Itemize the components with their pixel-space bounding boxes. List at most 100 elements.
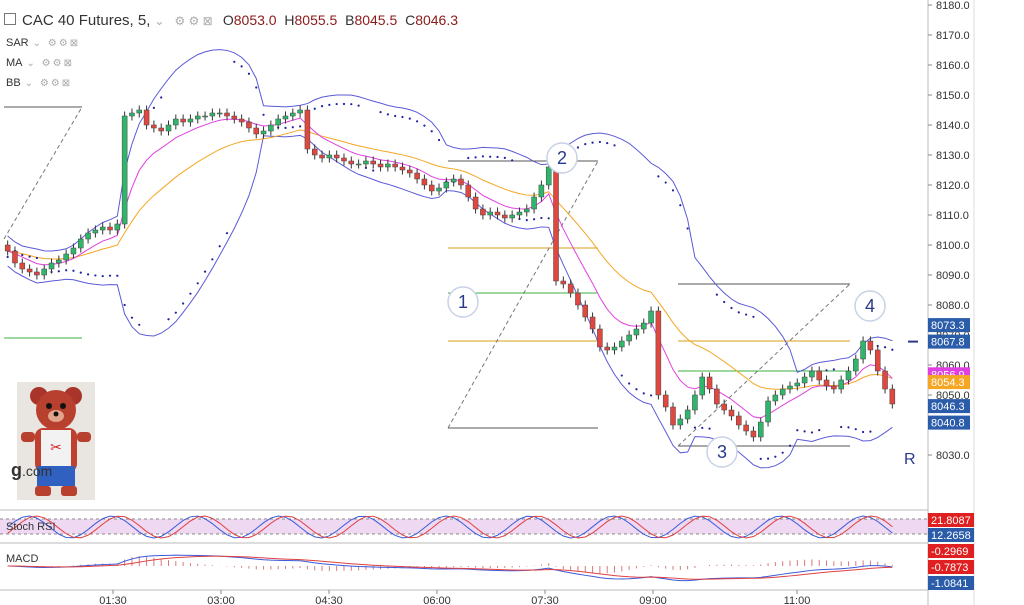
macd-badge: [928, 544, 974, 558]
candle-body: [816, 370, 822, 381]
candle-body: [165, 124, 172, 132]
sar-dot: [788, 444, 792, 447]
candle-body: [151, 124, 157, 129]
price-badge-label: 8040.8: [931, 418, 965, 430]
indicator-sar[interactable]: SAR ⌄ ⚙⚙⊠: [6, 37, 81, 49]
wave-labels[interactable]: 1 2 3 4 R: [447, 142, 918, 468]
macd-badge-label: -0.7873: [931, 562, 968, 574]
sar-dot: [737, 311, 740, 314]
candle-body: [436, 187, 442, 192]
candle-body: [216, 112, 223, 115]
candle-body: [268, 124, 274, 132]
stoch-rsi-pane[interactable]: Stoch RSI 21.8087 12.2658: [0, 513, 974, 542]
sar-dot: [781, 451, 784, 454]
sar-dot: [489, 155, 492, 158]
sar-dot: [511, 159, 514, 162]
candle-body: [743, 424, 749, 432]
candle-body: [582, 304, 589, 318]
bollinger-bands: [7, 49, 893, 469]
sar-dot: [701, 426, 704, 430]
wave-label-4: 4: [865, 296, 875, 316]
x-tick-label: 07:30: [531, 595, 559, 605]
dropdown-chevron-icon[interactable]: ⌄: [154, 14, 165, 28]
sar-dot: [401, 115, 404, 119]
price-badge: [928, 415, 970, 430]
stoch-badge: [928, 528, 974, 542]
sar-dot: [262, 113, 265, 116]
settings-icons[interactable]: ⚙ ⚙ ⊠: [174, 14, 213, 28]
candle-body: [845, 370, 852, 381]
candle-body: [363, 160, 369, 165]
sar-dot: [810, 431, 814, 434]
candle-body: [290, 112, 296, 117]
sar-dot: [613, 144, 616, 147]
sar-dot: [818, 429, 821, 432]
candle-body: [480, 208, 486, 216]
candle-body: [611, 346, 618, 351]
candle-body: [670, 406, 676, 426]
candle-body: [238, 118, 245, 123]
x-tick-label: 09:00: [639, 595, 667, 605]
candle-body: [648, 310, 654, 324]
candle-body: [823, 379, 830, 387]
candle-body: [677, 418, 684, 426]
sar-dot: [130, 316, 134, 319]
candle-body: [794, 382, 801, 387]
sar-dot: [255, 86, 258, 89]
sar-dot: [182, 302, 185, 305]
price-badge: [928, 375, 970, 390]
candle-body: [619, 340, 625, 348]
price-badge: [928, 399, 970, 414]
candle-body: [757, 421, 764, 438]
candle-body: [224, 112, 230, 117]
indicator-controls-icon: ⌄ ⚙⚙⊠: [24, 78, 73, 89]
fib-trend-line: [677, 283, 851, 447]
symbol-title[interactable]: CAC 40 Futures, 5,: [22, 12, 151, 29]
sar-dot: [481, 155, 485, 158]
macd-pane[interactable]: MACD -0.2969 -0.7873 -1.0841: [6, 544, 974, 590]
candle-body: [319, 154, 325, 159]
sar-dot: [79, 271, 82, 274]
sar-dot: [65, 269, 68, 272]
candle-body: [260, 130, 267, 135]
sar-dot: [320, 105, 324, 108]
sar-dot: [730, 306, 733, 310]
fibonacci-retracement-tool[interactable]: [3, 106, 851, 447]
sar-dot: [86, 273, 90, 276]
wave-label-2: 2: [557, 148, 567, 168]
indicator-controls-icon: ⌄ ⚙⚙⊠: [32, 38, 81, 49]
candle-body: [4, 244, 11, 252]
sar-dot: [123, 303, 126, 307]
candle-body: [341, 157, 347, 162]
indicator-bb[interactable]: BB ⌄ ⚙⚙⊠: [6, 77, 73, 89]
sar-dot: [752, 315, 755, 318]
candle-body: [692, 394, 698, 411]
candle-body: [560, 280, 567, 285]
price-axis[interactable]: 8030.08040.08050.08060.08070.08080.08090…: [928, 0, 970, 462]
candle-body: [428, 184, 435, 192]
candle-body: [304, 109, 311, 150]
sar-dot: [335, 102, 338, 106]
indicator-ma[interactable]: MA ⌄ ⚙⚙⊠: [6, 57, 74, 69]
sar-dot: [686, 227, 689, 230]
wave-label-3: 3: [717, 442, 727, 462]
ma-slow-line: [7, 129, 893, 390]
sar-dot: [218, 245, 221, 248]
candle-body: [838, 379, 844, 390]
collapse-icon[interactable]: [4, 13, 16, 25]
candle-body: [721, 403, 727, 411]
candle-body: [180, 118, 186, 123]
candle-body: [801, 376, 808, 384]
sar-dot: [745, 313, 748, 316]
wave-label-circle: [706, 436, 738, 468]
y-tick-label: 8130.0: [936, 150, 970, 162]
sar-dot: [679, 204, 682, 207]
time-axis[interactable]: 01:30 03:00 04:30 06:00 07:30 09:00 11:00: [99, 590, 810, 605]
sar-dot: [620, 374, 623, 377]
bear-mascot-logo: ✂: [17, 382, 95, 500]
candle-body: [121, 115, 128, 225]
sar-dot: [525, 219, 528, 222]
candle-body: [502, 214, 508, 219]
